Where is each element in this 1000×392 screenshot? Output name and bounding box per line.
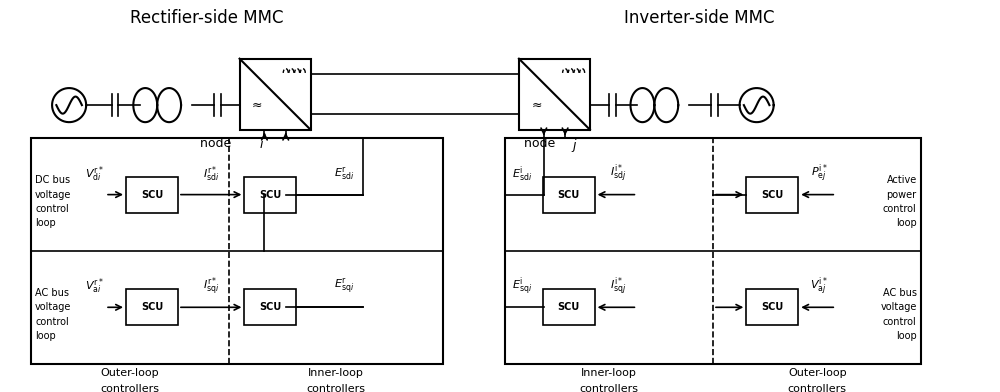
Text: Rectifier-side MMC: Rectifier-side MMC [130,9,283,27]
Text: $I_{\mathrm{sq}i}^{\mathrm{r}*}$: $I_{\mathrm{sq}i}^{\mathrm{r}*}$ [203,275,219,298]
Text: $V_{\mathrm{a}i}^{\mathrm{r}*}$: $V_{\mathrm{a}i}^{\mathrm{r}*}$ [85,277,104,296]
Text: $E_{\mathrm{sd}i}^{\mathrm{r}}$: $E_{\mathrm{sd}i}^{\mathrm{r}}$ [334,165,354,182]
Text: $E_{\mathrm{sq}i}^{\mathrm{r}}$: $E_{\mathrm{sq}i}^{\mathrm{r}}$ [334,277,354,296]
Text: $I_{\mathrm{sq}j}^{\mathrm{i}*}$: $I_{\mathrm{sq}j}^{\mathrm{i}*}$ [610,275,627,298]
Text: $E_{\mathrm{sq}i}^{\mathrm{i}}$: $E_{\mathrm{sq}i}^{\mathrm{i}}$ [512,275,532,298]
Text: loop: loop [35,331,56,341]
FancyBboxPatch shape [746,177,798,212]
Text: AC bus: AC bus [35,288,69,298]
Text: controllers: controllers [579,385,638,392]
FancyBboxPatch shape [240,59,311,130]
Text: voltage: voltage [35,190,71,200]
Text: SCU: SCU [761,302,783,312]
Text: control: control [35,316,69,327]
FancyBboxPatch shape [519,59,590,130]
Text: control: control [883,316,917,327]
Text: SCU: SCU [259,302,281,312]
FancyBboxPatch shape [505,138,921,364]
Text: loop: loop [896,218,917,228]
Text: loop: loop [35,218,56,228]
Text: control: control [35,204,69,214]
FancyBboxPatch shape [244,289,296,325]
FancyBboxPatch shape [31,138,443,364]
Text: SCU: SCU [259,190,281,200]
Text: Outer-loop: Outer-loop [101,368,159,378]
Text: control: control [883,204,917,214]
Text: Inner-loop: Inner-loop [308,368,364,378]
Text: $E_{\mathrm{sd}i}^{\mathrm{i}}$: $E_{\mathrm{sd}i}^{\mathrm{i}}$ [512,164,532,183]
Text: controllers: controllers [788,385,847,392]
Text: $P_{\mathrm{e}j}^{\mathrm{i}*}$: $P_{\mathrm{e}j}^{\mathrm{i}*}$ [811,163,828,185]
FancyBboxPatch shape [543,177,595,212]
Text: power: power [887,190,917,200]
Text: loop: loop [896,331,917,341]
Text: $V_{\mathrm{a}j}^{\mathrm{i}*}$: $V_{\mathrm{a}j}^{\mathrm{i}*}$ [810,275,828,298]
Text: SCU: SCU [141,302,163,312]
Text: $I_{\mathrm{sd}j}^{\mathrm{i}*}$: $I_{\mathrm{sd}j}^{\mathrm{i}*}$ [610,163,627,185]
Text: controllers: controllers [307,385,366,392]
Text: $I_{\mathrm{sd}i}^{\mathrm{r}*}$: $I_{\mathrm{sd}i}^{\mathrm{r}*}$ [203,164,219,183]
FancyBboxPatch shape [543,289,595,325]
Text: AC bus: AC bus [883,288,917,298]
Text: voltage: voltage [880,302,917,312]
FancyBboxPatch shape [244,177,296,212]
Text: $i$: $i$ [259,137,264,151]
Text: node: node [524,137,559,150]
Text: SCU: SCU [761,190,783,200]
Text: Inverter-side MMC: Inverter-side MMC [624,9,774,27]
FancyBboxPatch shape [746,289,798,325]
Text: DC bus: DC bus [35,175,70,185]
Text: ≈: ≈ [252,98,263,111]
Text: SCU: SCU [558,190,580,200]
Text: Outer-loop: Outer-loop [788,368,847,378]
Text: Active: Active [886,175,917,185]
Text: voltage: voltage [35,302,71,312]
Text: node: node [200,137,235,150]
Text: SCU: SCU [558,302,580,312]
FancyBboxPatch shape [126,177,178,212]
Text: ≈: ≈ [531,98,542,111]
Text: Inner-loop: Inner-loop [581,368,637,378]
Text: $V_{\mathrm{d}i}^{\mathrm{r}*}$: $V_{\mathrm{d}i}^{\mathrm{r}*}$ [85,164,104,183]
FancyBboxPatch shape [126,289,178,325]
Text: SCU: SCU [141,190,163,200]
Text: $j$: $j$ [571,137,578,154]
Text: controllers: controllers [101,385,160,392]
